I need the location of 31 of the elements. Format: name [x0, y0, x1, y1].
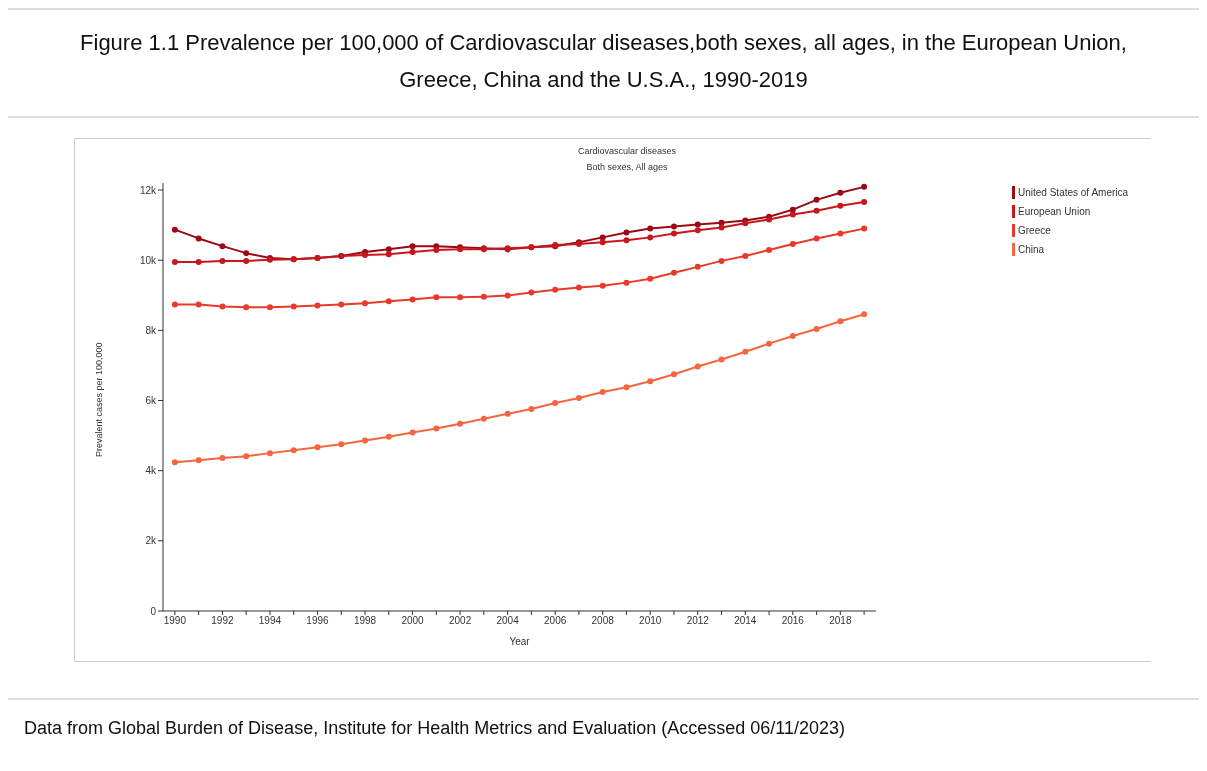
x-tick-label: 1992 [211, 615, 234, 627]
x-tick-label: 2010 [639, 615, 662, 627]
x-tick-label: 2012 [686, 615, 710, 627]
legend-label: United States of America [1018, 187, 1129, 198]
legend-label: China [1018, 244, 1045, 255]
y-tick-label: 2k [145, 535, 157, 547]
x-tick-label: 2014 [734, 615, 757, 627]
x-tick-label: 2004 [496, 615, 520, 627]
x-tick-label: 1990 [163, 615, 187, 627]
y-axis-title: Prevalent cases per 100,000 [94, 342, 105, 457]
chart-subtitle: Cardiovascular diseases Both sexes, All ages [576, 145, 677, 174]
x-tick-label: 1994 [258, 615, 282, 627]
x-tick-label: 2000 [401, 615, 425, 627]
x-tick-label: 2008 [591, 615, 615, 627]
y-tick-label: 12k [139, 184, 157, 196]
x-axis-title: Year [509, 636, 531, 647]
x-tick-label: 2006 [544, 615, 567, 627]
x-tick-label: 2016 [781, 615, 805, 627]
x-tick-label: 2002 [448, 615, 472, 627]
legend-label: European Union [1018, 206, 1091, 217]
chart-title: Figure 1.1 Prevalence per 100,000 of Cardiovascular diseases,both sexes, all ages, in the European Union, Greece, China and the U.S.A., 1990-2019 [8, 8, 1199, 118]
x-tick-label: 1998 [353, 615, 377, 627]
y-tick-label: 0 [150, 605, 157, 617]
x-tick-label: 2018 [829, 615, 852, 627]
y-tick-label: 10k [139, 254, 157, 266]
text: Data from Global Burden of Disease, Institute for Health Metrics and Evaluation (Accessed 06/11/2023) [24, 718, 847, 739]
y-tick-label: 8k [145, 324, 157, 336]
y-tick-label: 6k [145, 395, 157, 407]
legend-label: Greece [1018, 225, 1051, 236]
y-tick-label: 4k [145, 465, 157, 477]
x-tick-label: 1996 [306, 615, 330, 627]
